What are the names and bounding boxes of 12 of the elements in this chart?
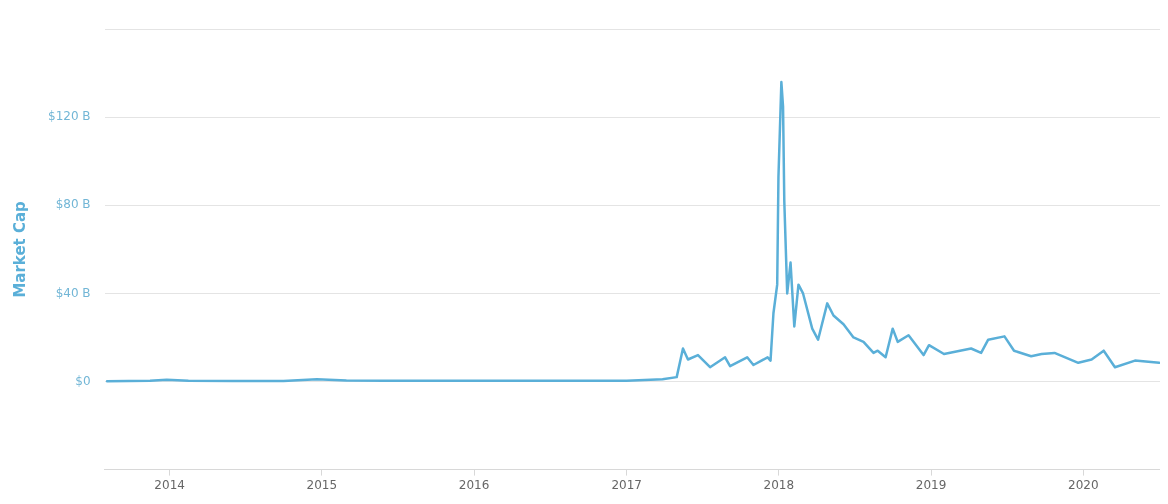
- y-axis-title: Market Cap: [10, 200, 29, 298]
- x-tick-label: 2017: [611, 477, 642, 492]
- x-tick-label: 2018: [763, 477, 795, 492]
- y-tick-label: $40 B: [55, 285, 91, 300]
- y-tick-label: $0: [75, 373, 91, 388]
- x-tick-label: 2015: [306, 477, 338, 492]
- x-tick-label: 2014: [154, 477, 185, 492]
- x-tick-label: 2016: [458, 477, 490, 492]
- y-tick-label: $80 B: [55, 197, 91, 212]
- x-tick-label: 2019: [915, 477, 947, 492]
- y-tick-label: $120 B: [47, 109, 91, 124]
- x-tick-label: 2020: [1068, 477, 1099, 492]
